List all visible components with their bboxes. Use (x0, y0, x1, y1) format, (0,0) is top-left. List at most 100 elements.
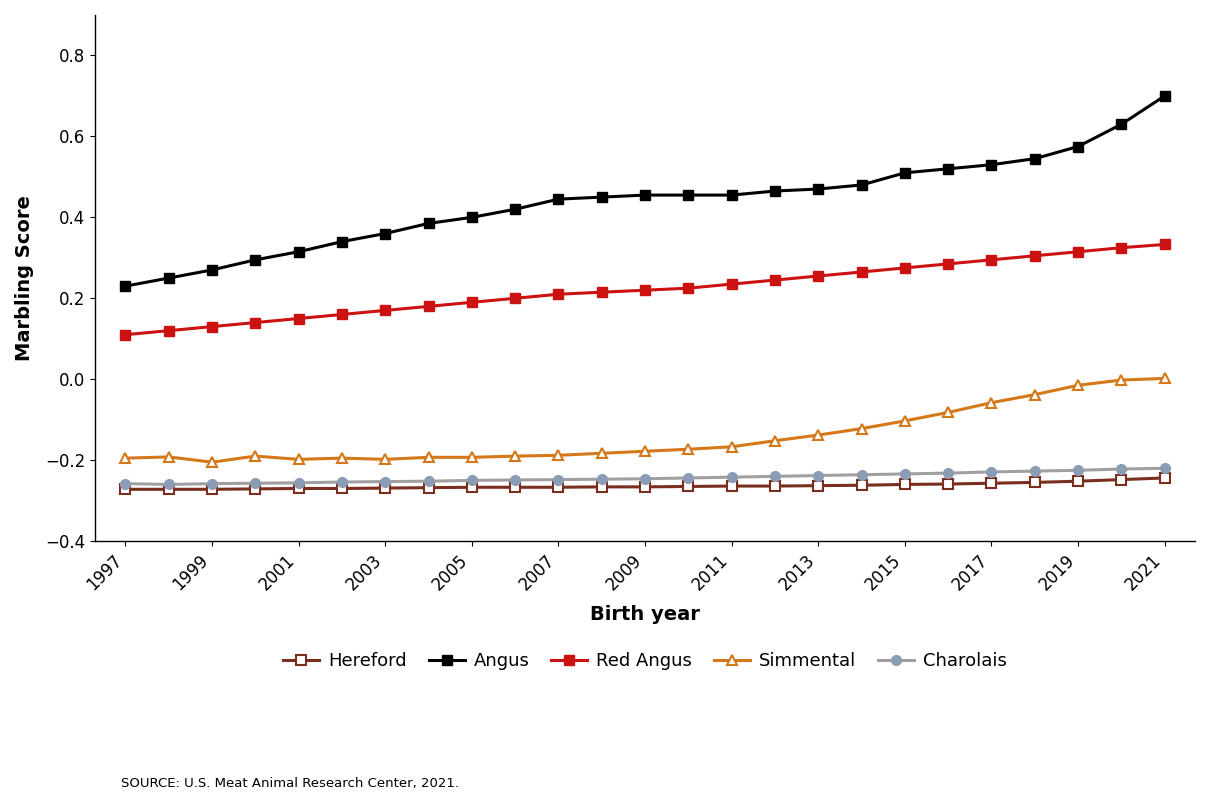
Hereford (984, 479, 998, 488)
Angus (898, 168, 912, 177)
Angus (767, 186, 782, 196)
Angus (1114, 119, 1129, 129)
Angus (421, 218, 436, 228)
Simmental (1158, 373, 1172, 383)
Hereford (335, 484, 350, 493)
Angus (594, 193, 609, 202)
Red Angus (1158, 239, 1172, 249)
Hereford (594, 482, 609, 492)
Red Angus (725, 280, 739, 289)
Simmental (204, 457, 219, 467)
Simmental (811, 430, 825, 440)
Charolais (941, 468, 956, 478)
Angus (508, 205, 523, 214)
Charolais (1158, 463, 1172, 473)
Angus (1071, 142, 1085, 152)
Charolais (594, 475, 609, 484)
Charolais (335, 477, 350, 487)
Simmental (767, 436, 782, 446)
Simmental (681, 444, 696, 454)
Red Angus (898, 263, 912, 272)
Charolais (984, 467, 998, 476)
Charolais (1071, 465, 1085, 475)
Charolais (292, 478, 306, 488)
Red Angus (1071, 247, 1085, 256)
Red Angus (984, 255, 998, 264)
X-axis label: Birth year: Birth year (590, 604, 699, 624)
Angus (161, 273, 175, 283)
Angus (1027, 154, 1042, 164)
Angus (378, 229, 392, 239)
Angus (984, 160, 998, 169)
Angus (725, 190, 739, 200)
Simmental (594, 448, 609, 458)
Hereford (161, 484, 175, 494)
Simmental (1071, 380, 1085, 390)
Hereford (1027, 478, 1042, 488)
Angus (941, 164, 956, 173)
Simmental (292, 455, 306, 464)
Legend: Hereford, Angus, Red Angus, Simmental, Charolais: Hereford, Angus, Red Angus, Simmental, C… (276, 645, 1014, 677)
Line: Angus: Angus (121, 91, 1170, 291)
Red Angus (378, 305, 392, 315)
Hereford (421, 483, 436, 492)
Hereford (898, 480, 912, 489)
Hereford (767, 481, 782, 491)
Simmental (898, 416, 912, 426)
Charolais (767, 472, 782, 481)
Simmental (941, 408, 956, 418)
Hereford (1071, 476, 1085, 486)
Charolais (465, 476, 479, 485)
Hereford (248, 484, 263, 494)
Simmental (638, 447, 652, 456)
Angus (638, 190, 652, 200)
Hereford (119, 484, 133, 494)
Red Angus (594, 288, 609, 297)
Red Angus (465, 297, 479, 307)
Red Angus (1114, 243, 1129, 252)
Angus (119, 281, 133, 291)
Y-axis label: Marbling Score: Marbling Score (15, 195, 34, 361)
Hereford (681, 482, 696, 492)
Charolais (552, 475, 566, 484)
Red Angus (335, 310, 350, 319)
Charolais (508, 476, 523, 485)
Line: Hereford: Hereford (121, 473, 1170, 494)
Red Angus (119, 330, 133, 339)
Angus (681, 190, 696, 200)
Simmental (984, 398, 998, 408)
Hereford (811, 481, 825, 491)
Charolais (248, 479, 263, 488)
Red Angus (1027, 251, 1042, 260)
Charolais (204, 479, 219, 488)
Angus (248, 255, 263, 264)
Red Angus (638, 285, 652, 295)
Red Angus (552, 289, 566, 299)
Angus (1158, 91, 1172, 101)
Line: Red Angus: Red Angus (121, 239, 1170, 339)
Charolais (854, 470, 869, 480)
Angus (335, 237, 350, 247)
Charolais (1027, 466, 1042, 476)
Charolais (681, 473, 696, 483)
Hereford (725, 481, 739, 491)
Red Angus (204, 322, 219, 331)
Charolais (421, 476, 436, 486)
Line: Simmental: Simmental (121, 373, 1170, 467)
Red Angus (854, 267, 869, 276)
Hereford (378, 484, 392, 493)
Angus (292, 247, 306, 256)
Simmental (335, 453, 350, 463)
Line: Charolais: Charolais (121, 463, 1170, 489)
Charolais (725, 472, 739, 482)
Text: SOURCE: U.S. Meat Animal Research Center, 2021.: SOURCE: U.S. Meat Animal Research Center… (121, 777, 459, 790)
Simmental (421, 452, 436, 462)
Angus (811, 185, 825, 194)
Red Angus (767, 275, 782, 285)
Simmental (508, 451, 523, 461)
Simmental (119, 453, 133, 463)
Red Angus (421, 301, 436, 311)
Red Angus (508, 293, 523, 303)
Red Angus (681, 284, 696, 293)
Angus (465, 213, 479, 222)
